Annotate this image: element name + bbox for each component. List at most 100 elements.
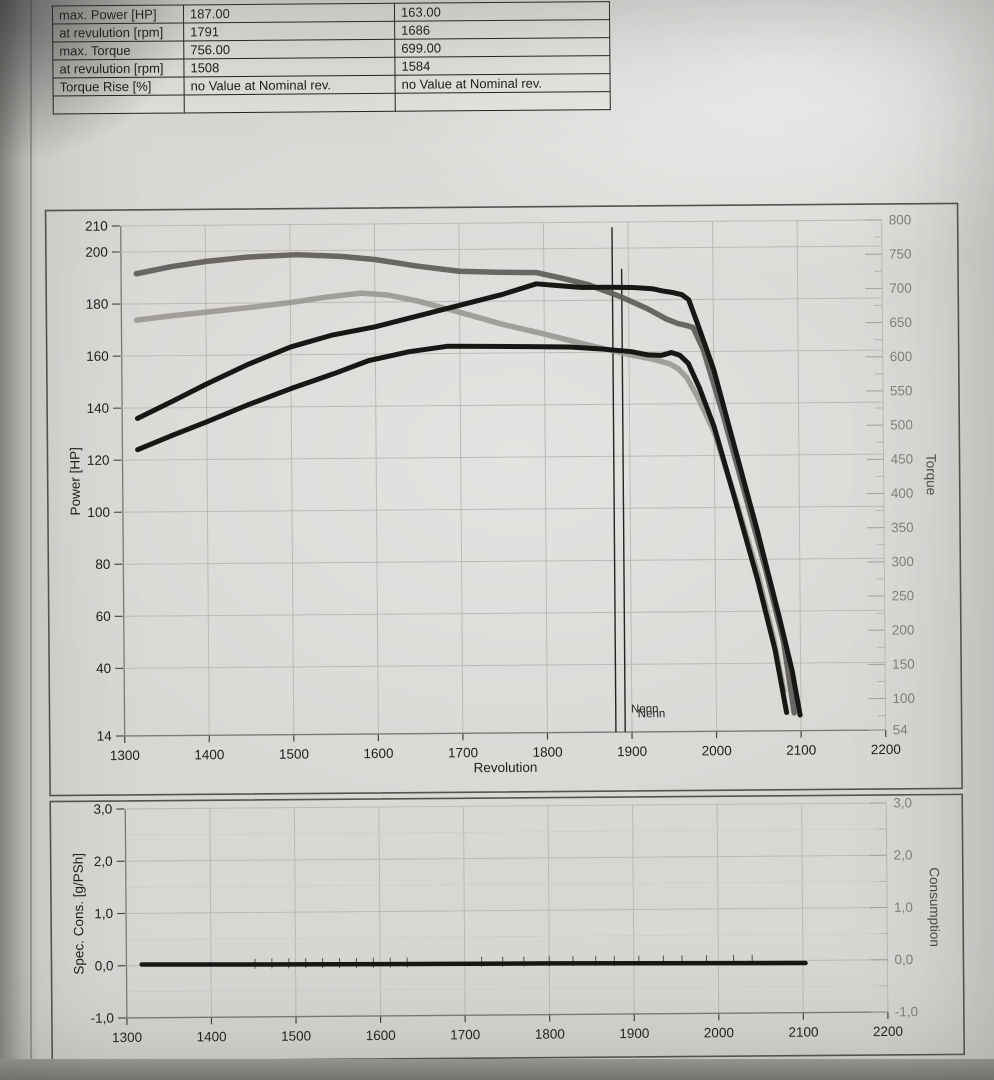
x-tick-label: 1300 — [112, 1030, 142, 1045]
x-axis-title: Revolution — [473, 760, 537, 776]
gridline-horizontal — [124, 729, 886, 737]
gridline-horizontal — [125, 854, 887, 862]
x-tick-label: 1400 — [194, 747, 224, 762]
right-axis-title: Torque — [923, 454, 938, 495]
left-axis-tick-label: 40 — [96, 661, 111, 676]
power-curve-run2 — [135, 343, 790, 716]
left-axis-tick-label: 60 — [96, 609, 111, 624]
left-axis-tick-label: 210 — [85, 219, 108, 234]
left-axis-tick-label: 80 — [95, 557, 110, 572]
right-axis-tick-label: 400 — [891, 486, 914, 501]
right-axis-tick-label: 300 — [891, 554, 914, 569]
nominal-speed-marker-line-1 — [611, 227, 617, 733]
nominal-speed-marker-label: Nenn — [631, 703, 659, 715]
right-axis-tick-label: 650 — [889, 315, 912, 330]
gridline-vertical — [289, 224, 295, 735]
gridline-horizontal — [126, 906, 888, 914]
right-axis-tick-label: 3,0 — [893, 795, 912, 810]
x-tick-label: 1900 — [619, 1026, 649, 1041]
right-axis-tick-label: 450 — [890, 452, 913, 467]
left-axis-tick-label: 0,0 — [95, 958, 114, 973]
nominal-speed-marker-line-2 — [620, 268, 626, 733]
x-tick-label: 1700 — [450, 1027, 480, 1042]
spec-consumption-curve — [139, 960, 808, 967]
x-tick-label: 2200 — [873, 1024, 903, 1039]
gridline-vertical — [204, 225, 210, 736]
gridline-horizontal — [122, 453, 884, 461]
gridline-minor — [126, 985, 888, 993]
left-axis-tick-label: 140 — [87, 401, 110, 416]
left-axis-tick-label: 180 — [86, 297, 109, 312]
right-axis-title: Consumption — [927, 867, 943, 947]
x-tick-label: 1500 — [281, 1028, 311, 1043]
left-axis-title: Power [HP] — [67, 447, 83, 515]
left-axis-tick-label: 120 — [87, 453, 110, 468]
chart-frame — [49, 793, 966, 1063]
right-axis-tick-label: 1,0 — [894, 900, 913, 915]
gridline-minor — [125, 828, 887, 836]
gridline-vertical — [796, 220, 802, 731]
right-axis-tick-label: 800 — [889, 212, 912, 227]
gridline-horizontal — [121, 297, 883, 305]
gridline-vertical — [120, 225, 126, 736]
right-axis-tick-label: -1,0 — [895, 1004, 918, 1019]
power-curve-run1 — [134, 281, 803, 718]
right-axis-tick-label: 500 — [890, 417, 913, 432]
left-axis-tick-label: 100 — [87, 505, 110, 520]
gridline-horizontal — [123, 609, 885, 617]
left-axis-tick-label: 160 — [86, 349, 109, 364]
x-tick-label: 1600 — [363, 746, 393, 761]
x-tick-label: 1800 — [533, 745, 563, 760]
gridline-horizontal — [121, 349, 883, 357]
left-axis-title: Spec. Cons. [g/PSh] — [71, 853, 87, 975]
right-axis-tick-label: 250 — [892, 588, 915, 603]
left-axis-tick-label: 14 — [97, 729, 113, 744]
right-axis-tick-label: 0,0 — [894, 952, 913, 967]
left-axis-tick-label: 2,0 — [94, 854, 113, 869]
gridline-vertical — [627, 221, 633, 732]
x-tick-label: 2200 — [871, 742, 901, 757]
gridline-horizontal — [120, 245, 882, 253]
gridline-vertical — [458, 223, 464, 734]
left-axis-tick-label: -1,0 — [91, 1011, 114, 1026]
nominal-speed-marker-label: Nenn — [638, 708, 666, 720]
gridline-horizontal — [124, 661, 886, 669]
x-tick-label: 2100 — [788, 1025, 818, 1040]
x-tick-label: 1900 — [617, 744, 647, 759]
gridline-horizontal — [123, 557, 885, 565]
right-axis-tick-label: 150 — [892, 657, 915, 672]
gridline-minor — [126, 933, 888, 940]
gridline-horizontal — [125, 802, 887, 810]
x-tick-label: 2000 — [704, 1025, 734, 1040]
right-axis-tick-label: 200 — [892, 622, 915, 637]
right-axis-tick-label: 600 — [890, 349, 913, 364]
gridline-horizontal — [126, 1011, 888, 1019]
gridline-vertical — [881, 219, 887, 730]
gridline-vertical — [712, 221, 718, 732]
gridline-horizontal — [120, 219, 882, 227]
left-axis-tick-label: 200 — [85, 245, 108, 260]
left-axis-tick-label: 1,0 — [94, 906, 113, 921]
right-axis-tick-label: 700 — [889, 281, 912, 296]
x-tick-label: 2100 — [786, 743, 816, 758]
right-axis-tick-label: 550 — [890, 383, 913, 398]
x-tick-label: 2000 — [702, 743, 732, 758]
right-axis-tick-label: 54 — [893, 722, 909, 737]
x-tick-label: 1700 — [448, 745, 478, 760]
gridline-vertical — [373, 223, 379, 734]
x-tick-label: 1400 — [197, 1029, 227, 1044]
gridline-vertical — [542, 222, 548, 733]
chart-frame — [44, 202, 963, 797]
right-axis-tick-label: 350 — [891, 520, 914, 535]
right-axis-tick-label: 100 — [892, 691, 915, 706]
x-tick-label: 1800 — [535, 1027, 565, 1042]
x-tick-label: 1300 — [110, 748, 140, 763]
gridline-horizontal — [122, 505, 884, 513]
gridline-minor — [125, 880, 887, 888]
x-tick-label: 1600 — [366, 1028, 396, 1043]
right-axis-tick-label: 750 — [889, 246, 912, 261]
torque-curve-run1 — [133, 251, 797, 716]
